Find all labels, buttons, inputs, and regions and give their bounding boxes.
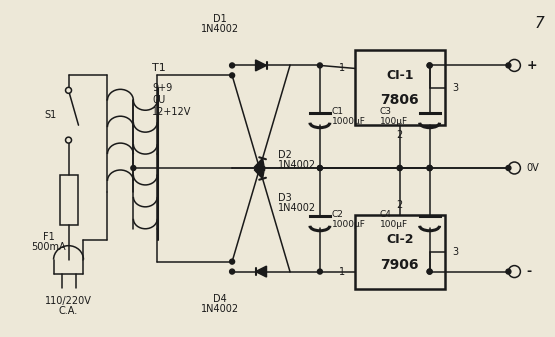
- Text: 1: 1: [339, 63, 345, 73]
- Circle shape: [230, 269, 235, 274]
- Circle shape: [506, 165, 511, 171]
- Polygon shape: [255, 60, 266, 71]
- Polygon shape: [254, 158, 265, 170]
- Text: 0U: 0U: [152, 95, 165, 105]
- Text: C4
100μF: C4 100μF: [380, 210, 408, 229]
- Circle shape: [65, 137, 72, 143]
- Text: +: +: [526, 59, 537, 72]
- Circle shape: [506, 269, 511, 274]
- Text: T1: T1: [152, 63, 166, 73]
- Circle shape: [317, 165, 322, 171]
- Text: CI-1: CI-1: [386, 69, 413, 82]
- Text: 500mA: 500mA: [31, 242, 66, 252]
- Circle shape: [427, 165, 432, 171]
- Circle shape: [427, 269, 432, 274]
- Polygon shape: [255, 266, 266, 277]
- Text: 3: 3: [452, 247, 458, 257]
- Circle shape: [230, 73, 235, 78]
- Circle shape: [427, 165, 432, 171]
- Text: 1: 1: [339, 267, 345, 277]
- Polygon shape: [254, 167, 265, 179]
- Text: C1
1000μF: C1 1000μF: [332, 107, 366, 126]
- Text: D1: D1: [213, 13, 227, 24]
- Circle shape: [131, 165, 136, 171]
- Text: S1: S1: [44, 110, 57, 120]
- Circle shape: [427, 269, 432, 274]
- Circle shape: [317, 165, 322, 171]
- Circle shape: [230, 259, 235, 264]
- Text: 1N4002: 1N4002: [201, 304, 239, 314]
- Text: D2: D2: [278, 150, 292, 160]
- Text: C.A.: C.A.: [59, 306, 78, 316]
- Circle shape: [65, 87, 72, 93]
- Text: 0V: 0V: [526, 163, 539, 173]
- Circle shape: [508, 266, 521, 278]
- Circle shape: [508, 162, 521, 174]
- Bar: [355, 51, 445, 125]
- Text: 7: 7: [534, 16, 544, 31]
- Text: 7906: 7906: [380, 257, 419, 272]
- Circle shape: [317, 269, 322, 274]
- Circle shape: [508, 59, 521, 71]
- Text: 1N4002: 1N4002: [278, 160, 316, 170]
- Text: 9+9: 9+9: [152, 83, 173, 93]
- Text: 3: 3: [452, 83, 458, 93]
- Text: D3: D3: [278, 193, 292, 203]
- Text: 12+12V: 12+12V: [152, 107, 191, 117]
- Text: -: -: [526, 265, 532, 278]
- Text: F1: F1: [43, 232, 54, 242]
- Circle shape: [230, 63, 235, 68]
- Circle shape: [427, 165, 432, 171]
- Circle shape: [397, 165, 402, 171]
- Circle shape: [506, 63, 511, 68]
- Text: 110/220V: 110/220V: [45, 297, 92, 306]
- Bar: [355, 215, 445, 289]
- Circle shape: [427, 63, 432, 68]
- Text: CI-2: CI-2: [386, 233, 413, 246]
- Text: 2: 2: [397, 130, 403, 140]
- Text: 7806: 7806: [380, 93, 419, 107]
- Text: C2
1000μF: C2 1000μF: [332, 210, 366, 229]
- Text: 1N4002: 1N4002: [278, 203, 316, 213]
- Text: C3
100μF: C3 100μF: [380, 106, 408, 126]
- Circle shape: [317, 63, 322, 68]
- Circle shape: [397, 165, 402, 171]
- Text: 2: 2: [397, 200, 403, 210]
- Circle shape: [427, 63, 432, 68]
- Text: D4: D4: [213, 295, 227, 304]
- Bar: [59, 175, 78, 225]
- Text: 1N4002: 1N4002: [201, 24, 239, 34]
